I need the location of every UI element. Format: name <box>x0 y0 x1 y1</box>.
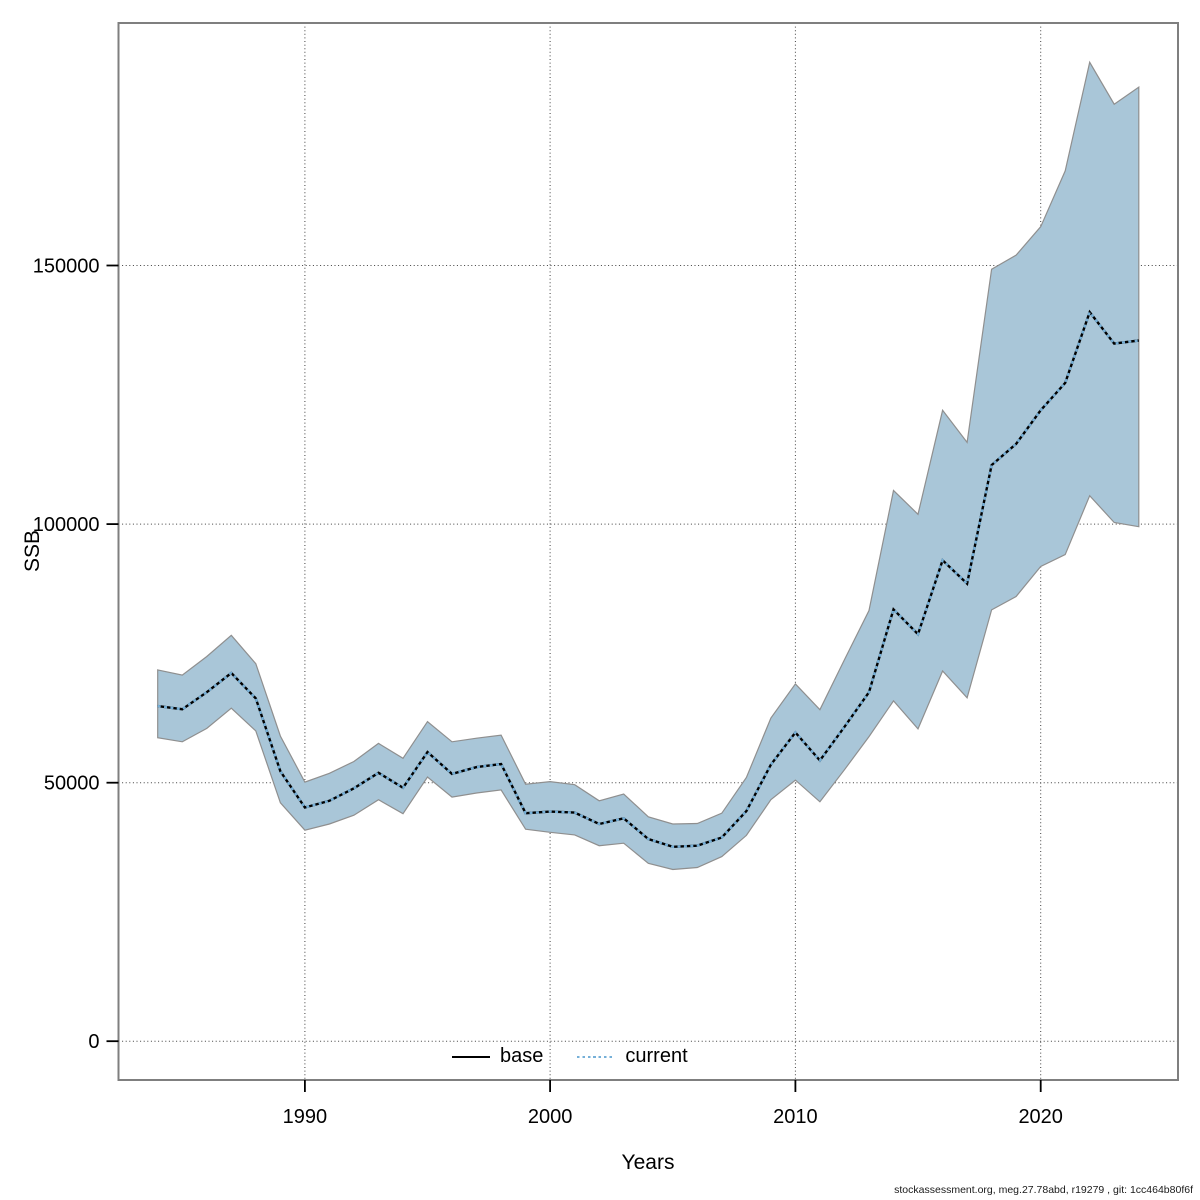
current-line <box>157 309 1139 849</box>
plot-frame <box>117 22 1179 1081</box>
footer-attribution: stockassessment.org, meg.27.78abd, r1927… <box>894 1184 1193 1196</box>
x-tick-label-2020: 2020 <box>1018 1106 1063 1128</box>
y-axis-title: SSB <box>21 529 44 573</box>
legend-current-label: current <box>625 1044 688 1067</box>
legend-base-label: base <box>500 1044 544 1067</box>
x-axis-title: Years <box>621 1151 675 1174</box>
y-tick-label-100000: 100000 <box>33 514 100 536</box>
legend: base current <box>452 1044 688 1068</box>
x-tick-label-2000: 2000 <box>528 1106 573 1128</box>
confidence-band <box>157 60 1140 871</box>
legend-current-line-sample <box>577 1055 616 1059</box>
y-tick-label-50000: 50000 <box>44 773 100 795</box>
x-tick-label-1990: 1990 <box>283 1106 328 1128</box>
x-tick-label-2010: 2010 <box>773 1106 818 1128</box>
legend-base-line-sample <box>452 1056 490 1058</box>
y-tick-label-150000: 150000 <box>33 256 100 278</box>
y-tick-label-0: 0 <box>88 1031 99 1053</box>
